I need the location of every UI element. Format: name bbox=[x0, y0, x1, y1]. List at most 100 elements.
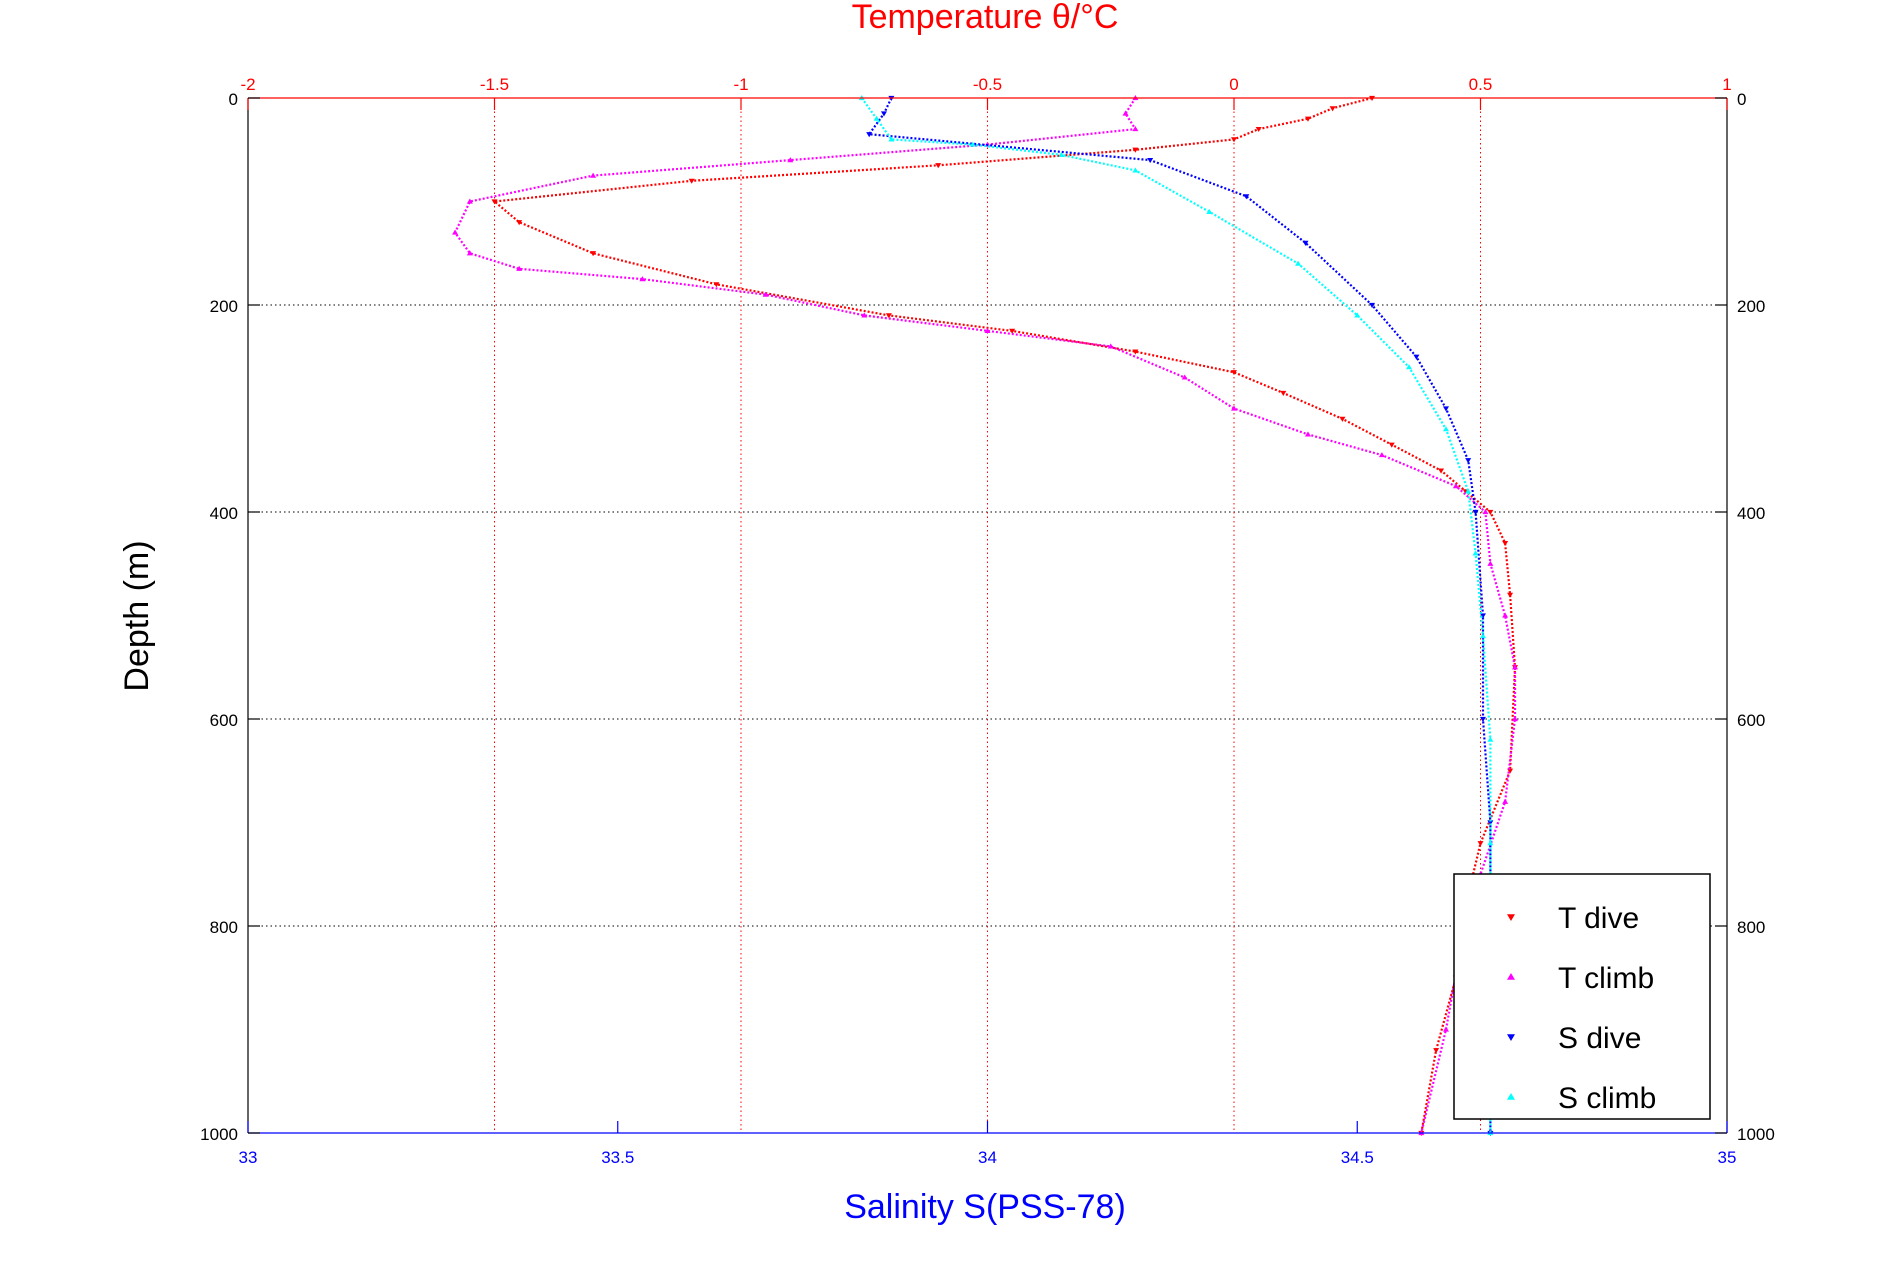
salinity-tick-label: 34.5 bbox=[1341, 1148, 1374, 1167]
t-climb-point bbox=[1482, 509, 1489, 515]
depth-tick-label-right: 200 bbox=[1737, 297, 1765, 316]
depth-tick-label-left: 400 bbox=[210, 504, 238, 523]
t-dive-point bbox=[1502, 540, 1509, 547]
s-climb-point bbox=[1406, 364, 1413, 370]
t-dive-point bbox=[1339, 416, 1346, 422]
t-dive-point bbox=[491, 199, 498, 205]
temperature-tick-label: 0 bbox=[1229, 75, 1238, 94]
temperature-tick-label: 0.5 bbox=[1469, 75, 1493, 94]
t-dive-point bbox=[935, 163, 942, 169]
temperature-tick-label: -1.5 bbox=[480, 75, 509, 94]
temperature-tick-label: -2 bbox=[240, 75, 255, 94]
t-dive-point bbox=[1304, 116, 1311, 122]
t-climb-point bbox=[1512, 716, 1519, 722]
s-climb-point bbox=[873, 115, 880, 121]
t-climb-point bbox=[1487, 560, 1494, 566]
depth-axis-title: Depth (m) bbox=[118, 540, 156, 691]
data-layer bbox=[452, 95, 1519, 1136]
t-climb-point bbox=[1442, 1026, 1449, 1032]
depth-tick-label-right: 400 bbox=[1737, 504, 1765, 523]
salinity-tick-label: 33 bbox=[239, 1148, 258, 1167]
t-climb-point bbox=[452, 229, 459, 235]
legend-label: S climb bbox=[1558, 1082, 1656, 1115]
temperature-tick-label: -1 bbox=[733, 75, 748, 94]
s-dive-point bbox=[1479, 613, 1486, 619]
depth-tick-label-left: 0 bbox=[229, 90, 238, 109]
t-climb-profile-line bbox=[453, 97, 1517, 1134]
s-dive-point bbox=[1479, 716, 1486, 722]
depth-tick-label-left: 200 bbox=[210, 297, 238, 316]
axis-layer: -2 -1.5 -1 -0.5 0 0.5 1 33 33.5 34 34.5 35 0 0 200 200 4… bbox=[200, 75, 1775, 1167]
t-dive-point bbox=[1280, 390, 1287, 396]
legend-marker bbox=[1507, 1034, 1515, 1041]
s-climb-point bbox=[1472, 550, 1479, 556]
s-dive-point bbox=[1147, 158, 1154, 164]
s-climb-point bbox=[969, 141, 976, 147]
t-dive-point bbox=[1507, 768, 1514, 774]
t-climb-point bbox=[1512, 664, 1519, 670]
s-climb-point bbox=[1479, 633, 1486, 639]
t-climb-point bbox=[1378, 452, 1385, 458]
legend-marker bbox=[1507, 1093, 1515, 1100]
salinity-axis-title: Salinity S(PSS-78) bbox=[844, 1188, 1126, 1226]
legend-box bbox=[1453, 873, 1711, 1120]
t-dive-point bbox=[1433, 1048, 1440, 1054]
s-dive-point bbox=[1472, 509, 1479, 515]
t-dive-point bbox=[590, 251, 597, 257]
t-climb-point bbox=[1502, 798, 1509, 804]
legend: T dive T climb S dive S climb bbox=[1453, 873, 1711, 1120]
s-dive-point bbox=[1442, 406, 1449, 412]
depth-tick-label-right: 1000 bbox=[1737, 1125, 1775, 1144]
s-dive-point bbox=[880, 111, 887, 117]
t-climb-point bbox=[1107, 343, 1114, 349]
s-dive-point bbox=[866, 132, 873, 138]
t-climb-point bbox=[1502, 612, 1509, 618]
t-dive-point bbox=[1231, 370, 1237, 376]
t-dive-point bbox=[516, 220, 523, 226]
t-climb-point bbox=[1132, 126, 1139, 132]
legend-marker bbox=[1507, 973, 1515, 980]
depth-tick-label-right: 0 bbox=[1737, 90, 1746, 109]
t-climb-point bbox=[1304, 431, 1311, 437]
grid-layer bbox=[248, 98, 1727, 1133]
t-dive-point bbox=[1255, 126, 1262, 133]
salinity-tick-label: 33.5 bbox=[601, 1148, 634, 1167]
depth-tick-label-right: 600 bbox=[1737, 711, 1765, 730]
t-dive-point bbox=[1009, 328, 1016, 334]
t-climb-point bbox=[861, 312, 868, 318]
t-dive-point bbox=[1507, 592, 1514, 598]
t-climb-point bbox=[762, 291, 769, 297]
t-dive-point bbox=[1487, 509, 1494, 515]
t-climb-point bbox=[1181, 374, 1188, 380]
depth-tick-label-right: 800 bbox=[1737, 918, 1765, 937]
t-dive-point bbox=[1388, 442, 1395, 448]
legend-label: S dive bbox=[1558, 1022, 1641, 1055]
salinity-tick-label: 35 bbox=[1718, 1148, 1737, 1167]
temperature-tick-label: 1 bbox=[1722, 75, 1731, 94]
t-dive-point bbox=[1438, 468, 1445, 474]
t-climb-point bbox=[984, 327, 991, 333]
s-climb-point bbox=[1487, 840, 1494, 846]
t-climb-series bbox=[452, 95, 1519, 1136]
t-climb-point bbox=[590, 172, 597, 178]
s-climb-point bbox=[1295, 260, 1302, 266]
s-climb-point bbox=[1465, 488, 1472, 494]
t-dive-point bbox=[1132, 349, 1139, 355]
t-dive-point bbox=[1477, 841, 1484, 847]
t-dive-point bbox=[713, 282, 720, 288]
s-dive-point bbox=[1369, 302, 1376, 308]
legend-label: T climb bbox=[1558, 962, 1654, 995]
s-dive-point bbox=[1465, 458, 1472, 464]
s-climb-point bbox=[888, 136, 895, 142]
t-climb-point bbox=[1452, 483, 1459, 489]
depth-tick-label-left: 600 bbox=[210, 711, 238, 730]
legend-marker bbox=[1507, 914, 1515, 921]
t-climb-point bbox=[639, 276, 646, 282]
t-dive-point bbox=[885, 313, 892, 319]
s-climb-point bbox=[1487, 736, 1494, 742]
s-dive-point bbox=[1302, 240, 1309, 246]
salinity-tick-label: 34 bbox=[978, 1148, 997, 1167]
temperature-tick-label: -0.5 bbox=[973, 75, 1002, 94]
t-climb-point bbox=[1122, 110, 1129, 116]
